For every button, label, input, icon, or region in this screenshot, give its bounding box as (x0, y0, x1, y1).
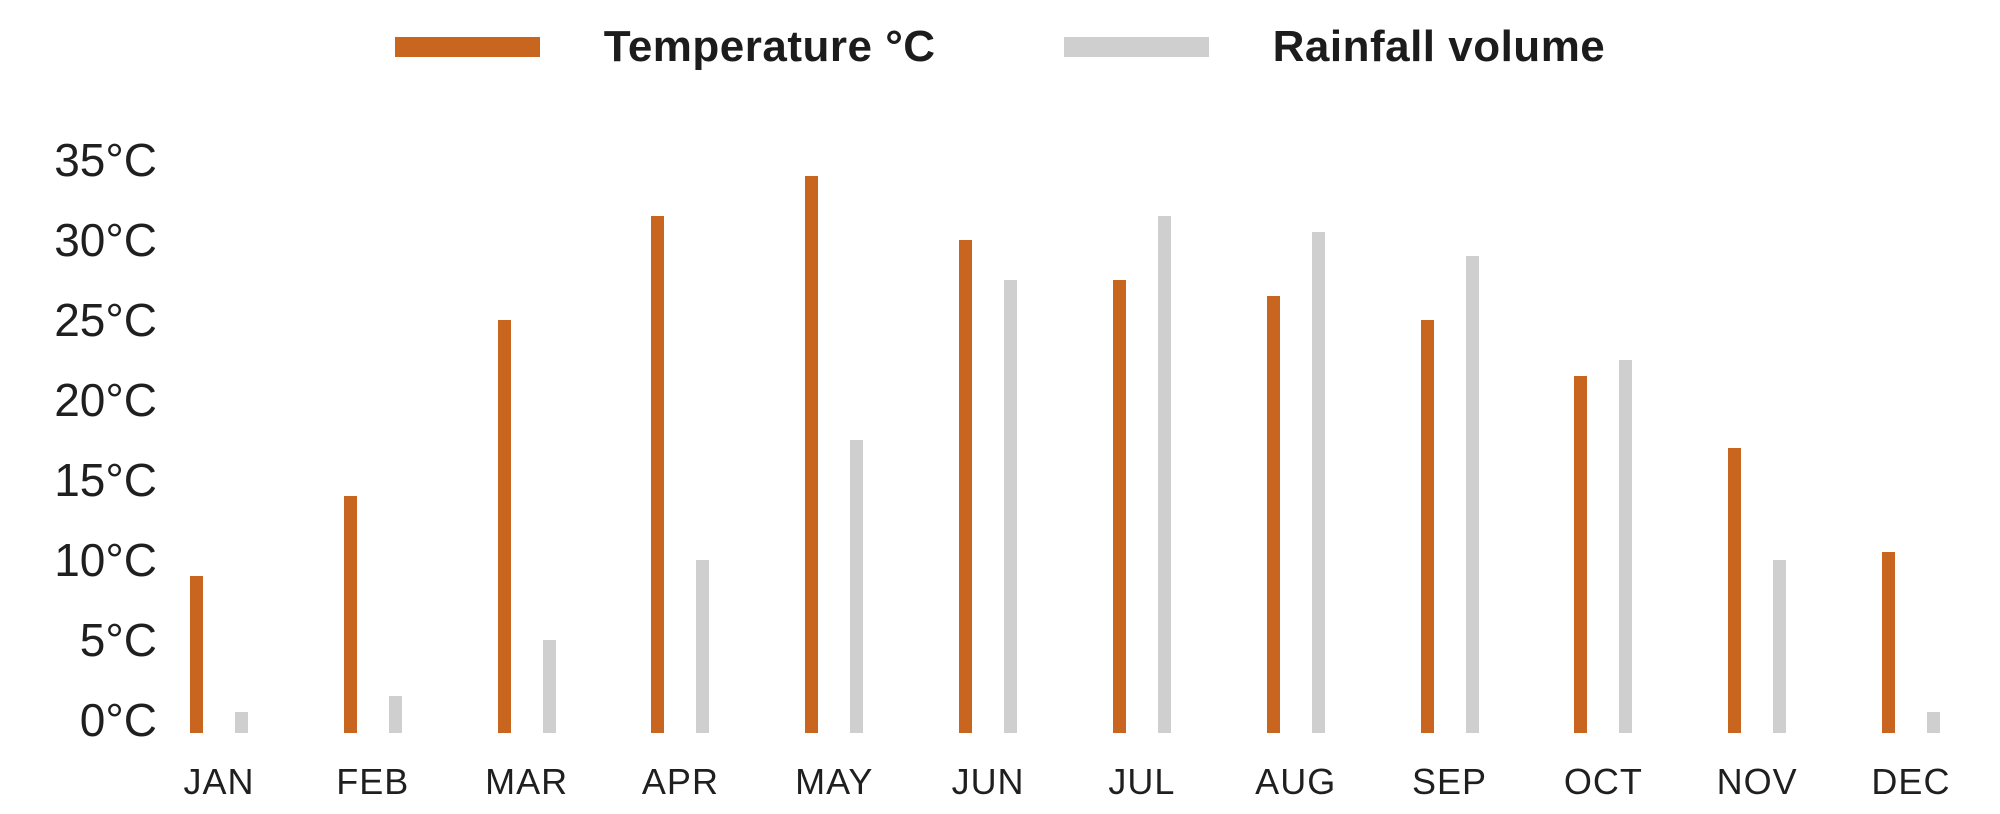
month-group-nov: NOV (1717, 160, 1797, 802)
rainfall-bar-jan (235, 712, 248, 733)
chart-legend: Temperature °C Rainfall volume (0, 22, 2000, 72)
x-axis-label-apr: APR (641, 761, 719, 802)
x-axis-label-oct: OCT (1563, 761, 1643, 802)
temperature-bar-jan (190, 576, 203, 733)
x-axis-label-mar: MAR (485, 761, 569, 802)
month-group-mar: MAR (485, 160, 567, 802)
x-axis-label-jun: JUN (951, 761, 1025, 802)
month-group-jan: JAN (183, 160, 254, 802)
x-axis-label-sep: SEP (1411, 761, 1488, 802)
month-group-jul: JUL (1108, 160, 1174, 802)
temperature-bar-mar (497, 320, 511, 733)
x-axis-label-jan: JAN (183, 761, 255, 802)
x-axis-label-nov: NOV (1716, 761, 1798, 802)
rainfall-bar-may (850, 440, 864, 733)
x-axis-label-jul: JUL (1108, 761, 1176, 802)
rainfall-swatch-icon (1063, 37, 1209, 57)
month-group-apr: APR (642, 160, 718, 802)
month-group-may: MAY (795, 160, 872, 802)
rainfall-bar-mar (542, 640, 556, 733)
rainfall-bar-oct (1619, 360, 1633, 733)
rainfall-bar-jul (1157, 216, 1171, 733)
y-axis-tick-label-20: 20°C (54, 374, 157, 426)
y-axis: 35°C 30°C 25°C 20°C 15°C 10°C 5°C 0°C (0, 0, 157, 814)
temperature-bar-aug (1266, 296, 1280, 733)
temperature-bar-nov (1728, 448, 1742, 733)
y-axis-tick-label-15: 15°C (54, 454, 157, 506)
month-group-aug: AUG (1255, 160, 1335, 802)
plot-area: JAN FEB MAR APR MAY JUN JUL AUG SEP OCT NOV DEC (183, 160, 1949, 802)
month-group-feb: FEB (336, 160, 408, 802)
x-axis-label-dec: DEC (1871, 761, 1951, 802)
rainfall-bar-dec (1926, 712, 1940, 733)
temperature-bar-feb (343, 496, 357, 733)
temperature-bar-dec (1881, 552, 1895, 733)
temperature-bar-apr (651, 216, 665, 733)
month-group-oct: OCT (1564, 160, 1642, 802)
legend-label-rainfall: Rainfall volume (1272, 22, 1606, 71)
rainfall-bar-jun (1004, 280, 1018, 733)
y-axis-tick-label-35: 35°C (54, 134, 157, 186)
legend-item-rainfall: Rainfall volume (1063, 22, 1606, 72)
y-axis-tick-label-25: 25°C (54, 294, 157, 346)
temperature-swatch-icon (394, 37, 540, 57)
rainfall-bar-sep (1465, 256, 1479, 733)
rainfall-bar-feb (388, 696, 402, 733)
temperature-bar-may (805, 176, 819, 733)
x-axis-label-feb: FEB (336, 761, 410, 802)
temperature-bar-jun (959, 240, 973, 733)
temperature-bar-oct (1574, 376, 1588, 733)
x-axis-label-may: MAY (795, 761, 874, 802)
temperature-bar-sep (1420, 320, 1434, 733)
temperature-bar-jul (1112, 280, 1126, 733)
y-axis-tick-label-10: 10°C (54, 534, 157, 586)
x-axis-label-aug: AUG (1255, 761, 1337, 802)
y-axis-tick-label-0: 0°C (79, 694, 157, 746)
month-group-dec: DEC (1871, 160, 1949, 802)
legend-item-temperature: Temperature °C (394, 22, 936, 72)
legend-label-temperature: Temperature °C (603, 22, 936, 71)
rainfall-bar-apr (696, 560, 710, 733)
y-axis-tick-label-30: 30°C (54, 214, 157, 266)
y-axis-tick-label-5: 5°C (79, 614, 157, 666)
rainfall-bar-aug (1311, 232, 1325, 733)
rainfall-bar-nov (1773, 560, 1787, 733)
month-group-sep: SEP (1412, 160, 1486, 802)
month-group-jun: JUN (952, 160, 1024, 802)
